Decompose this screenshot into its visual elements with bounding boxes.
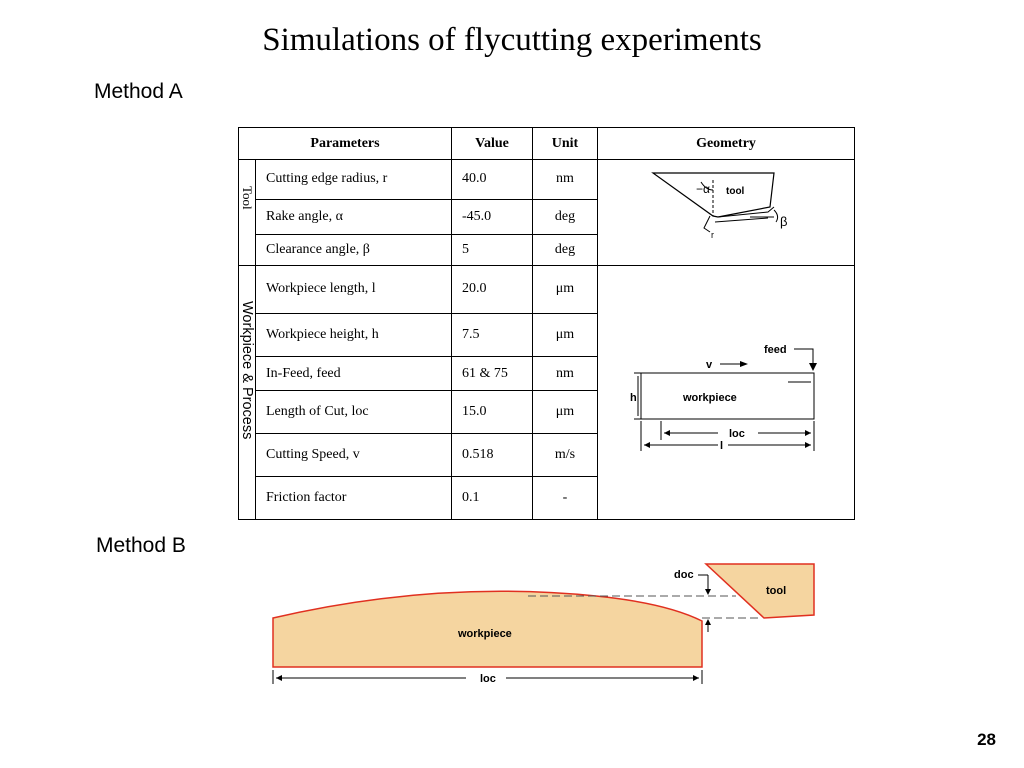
workpiece-surface-line [714,217,769,223]
parameters-table: Parameters Value Unit Geometry Tool Cutt… [238,127,855,520]
r-label: r [711,230,714,240]
param-unit: deg [532,233,598,266]
feed-arrow-line [794,348,814,368]
tool-geometry-cell: β −α tool r [597,159,855,266]
workpiece-geometry-diagram: feed v workpiece h loc [630,344,817,452]
param-unit: μm [532,265,598,314]
tool-shape [704,563,815,619]
param-name: Rake angle, α [255,198,452,235]
radius-marker [703,215,711,233]
workpiece-label: workpiece [682,392,737,404]
param-unit: μm [532,390,598,435]
doc-label: doc [674,569,694,581]
table-header-row: Parameters Value Unit Geometry [238,127,855,160]
param-name: Length of Cut, loc [255,390,452,435]
param-value: 40.0 [451,159,533,200]
method-a-label: Method A [94,80,183,103]
clearance-edge [717,206,775,218]
group-tool-label: Tool [240,186,255,210]
param-unit: - [532,476,598,520]
param-value: 61 & 75 [451,355,533,392]
tool-label: tool [766,585,786,597]
workpiece-shape [272,590,703,668]
workpiece-rect [640,372,815,420]
l-arrow-left [644,442,650,448]
table-row: Length of Cut, loc 15.0 μm [239,390,855,435]
method-b-diagram: workpiece tool doc loc [272,563,815,685]
header-unit: Unit [532,127,598,160]
group-tool: Tool [238,159,256,266]
doc-arrowhead-top [705,589,711,595]
v-label: v [706,359,713,371]
tool-label: tool [726,186,745,197]
param-value: 0.518 [451,433,533,478]
param-unit: m/s [532,433,598,478]
param-name: Workpiece height, h [255,312,452,357]
table-row: Workpiece & Process Workpiece length, l … [238,265,855,520]
loc-arrow-right [693,675,699,681]
param-value: 7.5 [451,312,533,357]
method-b-label: Method B [96,534,186,557]
table-row: In-Feed, feed 61 & 75 nm [239,355,855,392]
table-row: Tool Cutting edge radius, r 40.0 nm β −α… [238,159,855,266]
workpiece-label: workpiece [457,628,512,640]
group-workpiece-process: Workpiece & Process [238,265,256,520]
param-unit: nm [532,355,598,392]
param-name: Workpiece length, l [255,265,452,314]
param-value: 5 [451,233,533,266]
slide-title: Simulations of flycutting experiments [262,22,762,58]
tool-geometry-diagram: β −α tool r [651,172,787,240]
feed-label: feed [764,344,787,356]
page-number: 28 [977,730,996,749]
group-workpiece-process-label: Workpiece & Process [239,300,255,440]
table-row: Clearance angle, β 5 deg [239,233,855,266]
table-row: Workpiece height, h 7.5 μm [239,312,855,357]
beta-label: β [780,214,787,229]
loc-label: loc [729,428,745,440]
h-label: h [630,392,637,404]
alpha-label: −α [696,182,710,196]
param-unit: nm [532,159,598,200]
alpha-arc [700,181,714,191]
table-row: Friction factor 0.1 - [239,476,855,520]
l-arrow-right [805,442,811,448]
table-row: Rake angle, α -45.0 deg [239,198,855,235]
param-name: In-Feed, feed [255,355,452,392]
param-value: 0.1 [451,476,533,520]
loc-arrow-left [664,430,670,436]
param-name: Cutting edge radius, r [255,159,452,200]
v-arrowhead [740,361,748,367]
header-value: Value [451,127,533,160]
param-value: 20.0 [451,265,533,314]
feed-arrowhead [809,363,817,371]
workpiece-geometry-cell: feed v workpiece h loc [597,265,855,520]
param-name: Friction factor [255,476,452,520]
doc-arrowhead-bottom [705,619,711,625]
header-geometry: Geometry [597,127,855,160]
param-value: 15.0 [451,390,533,435]
param-name: Cutting Speed, v [255,433,452,478]
l-label: l [720,440,723,452]
param-name: Clearance angle, β [255,233,452,266]
loc-arrow-right [805,430,811,436]
loc-arrow-left [276,675,282,681]
param-unit: μm [532,312,598,357]
header-parameters: Parameters [238,127,452,160]
param-unit: deg [532,198,598,235]
param-value: -45.0 [451,198,533,235]
loc-label: loc [480,673,496,685]
beta-arc [773,209,779,223]
